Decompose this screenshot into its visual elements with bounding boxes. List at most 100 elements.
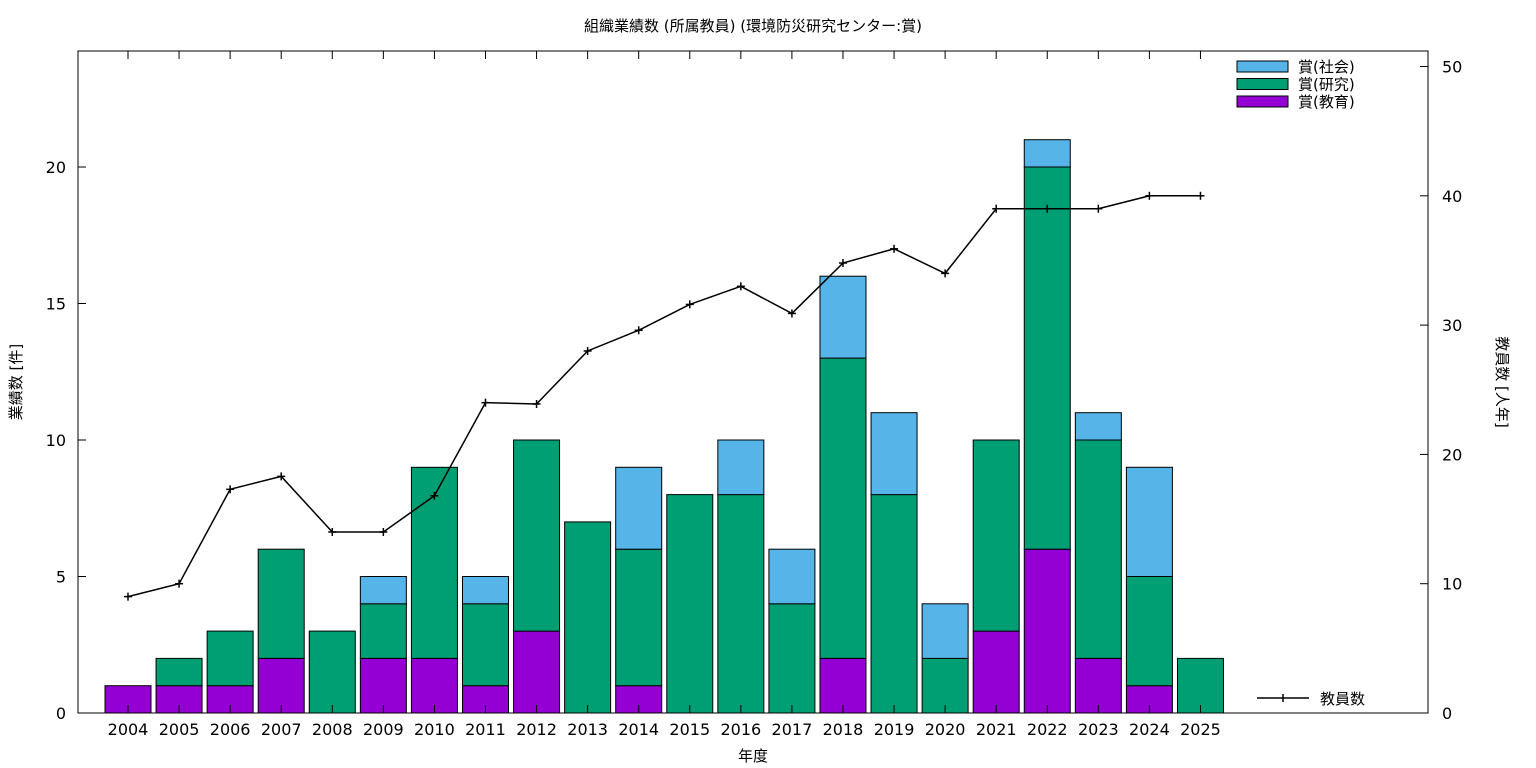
line-point [226,485,235,494]
bar-segment [1125,576,1173,687]
x-tick-label: 2016 [720,720,761,739]
line-point [736,282,745,291]
bar-segment [155,657,203,687]
x-tick-label: 2015 [669,720,710,739]
bar-segment [461,603,509,687]
bar-segment [972,439,1020,632]
bar-segment [359,576,407,605]
y-axis: 0 5 10 15 20 [46,158,86,723]
line-point [379,527,388,536]
x-tick-label: 2008 [312,720,353,739]
line-series [127,195,1201,598]
y2-tick-label: 50 [1442,58,1462,77]
x-tick-label: 2006 [210,720,251,739]
y-tick-label: 10 [46,431,66,450]
line-point [175,579,184,588]
bar-segment [1176,657,1224,714]
bar-segment [615,548,663,687]
bar-segment [921,657,969,714]
line-point [1196,191,1205,200]
line-point [583,346,592,355]
y-tick-label: 5 [56,568,66,587]
bar-segment [1023,166,1071,550]
bar-segment [1074,439,1122,659]
bar-segment [1023,548,1071,714]
x-axis-label: 年度 [738,747,768,765]
x-tick-label: 2011 [465,720,506,739]
y2-axis-label: 教員数 [人年] [1493,336,1511,427]
legend-label: 賞(教育) [1298,93,1355,111]
bar-segment [1074,412,1122,441]
bar-segment [564,521,612,714]
x-tick-label: 2005 [159,720,200,739]
legend-label: 教員数 [1320,690,1365,708]
line-point [277,472,286,481]
bar-segment [870,412,918,496]
line-point [838,259,847,268]
bar-segment [768,548,816,605]
bar-segment [819,657,867,714]
line-point [685,300,694,309]
x-axis: 2004 2005 2006 2007 2008 2009 2010 2011 2012 2013… [108,51,1221,739]
x-tick-label: 2012 [516,720,557,739]
y2-tick-label: 0 [1442,704,1452,723]
legend-label: 賞(社会) [1298,58,1355,76]
x-tick-label: 2013 [567,720,608,739]
line-point [481,398,490,407]
bar-segment [666,494,714,714]
bar-segment [972,630,1020,714]
bar-segment [359,657,407,714]
bar-segment [513,630,561,714]
line-point [328,527,337,536]
line-point [1145,191,1154,200]
y-tick-label: 15 [46,295,66,314]
line-point [890,244,899,253]
bar-segment [921,603,969,659]
bar-segment [206,630,254,687]
y-tick-label: 0 [56,704,66,723]
x-tick-label: 2004 [108,720,149,739]
bar-segment [308,630,356,714]
y2-axis: 0 10 20 30 40 50 [1420,58,1462,723]
bar-segment [257,548,305,659]
legend: 賞(社会)賞(研究)賞(教育) 教員数 [1236,58,1365,708]
legend-swatch [1236,78,1289,90]
legend-label: 賞(研究) [1298,76,1355,94]
y-tick-label: 20 [46,158,66,177]
bars-layer [104,139,1224,714]
bar-segment [1074,657,1122,714]
line-point [992,204,1001,213]
x-tick-label: 2017 [772,720,813,739]
line-point [532,399,541,408]
line-point [787,309,796,318]
y2-tick-label: 30 [1442,316,1462,335]
bar-segment [1125,466,1173,577]
line-layer [124,191,1205,601]
y2-tick-label: 20 [1442,445,1462,464]
x-tick-label: 2025 [1180,720,1221,739]
x-tick-label: 2010 [414,720,455,739]
bar-segment [513,439,561,632]
bar-segment [359,603,407,659]
y2-tick-label: 40 [1442,187,1462,206]
bar-segment [410,657,458,714]
x-tick-label: 2009 [363,720,404,739]
x-tick-label: 2022 [1027,720,1068,739]
x-tick-label: 2023 [1078,720,1119,739]
bar-segment [615,466,663,550]
y-axis-label: 業績数 [件] [7,344,25,420]
line-point [1094,204,1103,213]
bar-segment [717,439,765,496]
bar-segment [257,657,305,714]
x-tick-label: 2018 [823,720,864,739]
bar-segment [1023,139,1071,168]
x-tick-label: 2021 [976,720,1017,739]
bar-segment [870,494,918,714]
line-point [1043,204,1052,213]
bar-segment [461,576,509,605]
bar-segment [717,494,765,714]
chart-title: 組織業績数 (所属教員) (環境防災研究センター:賞) [584,17,922,35]
y2-tick-label: 10 [1442,575,1462,594]
line-point [430,491,439,500]
